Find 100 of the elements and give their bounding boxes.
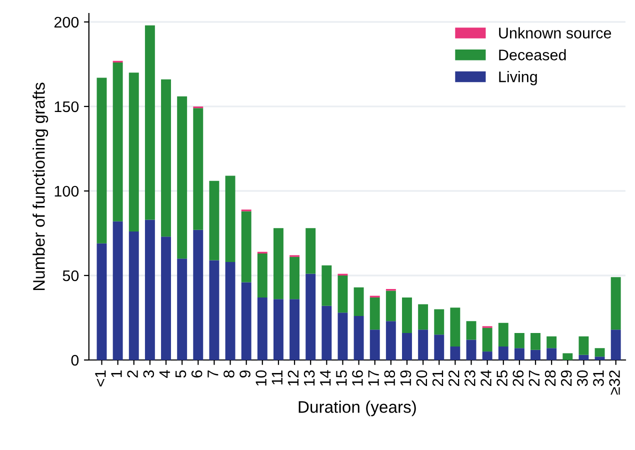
- bar: [530, 332, 540, 350]
- x-tick-label: 11: [272, 370, 282, 384]
- bar: [306, 274, 316, 360]
- x-tick-label: 22: [448, 370, 460, 386]
- bar: [354, 316, 364, 360]
- bar: [306, 228, 316, 274]
- bar: [578, 336, 589, 355]
- x-tick-label: <1: [95, 370, 106, 386]
- bar: [386, 290, 396, 322]
- x-tick-label: 8: [224, 370, 234, 378]
- legend-label: Deceased: [499, 49, 566, 60]
- bar: [257, 297, 268, 360]
- bar: [112, 221, 123, 360]
- bar: [112, 62, 123, 222]
- bar: [402, 332, 412, 360]
- bar: [193, 108, 204, 230]
- x-tick-label: 26: [512, 370, 524, 386]
- y-tick-label: 200: [54, 16, 79, 28]
- bar: [610, 330, 621, 360]
- bar: [209, 180, 220, 260]
- x-tick-label: 21: [432, 370, 444, 386]
- y-tick-label: 100: [54, 186, 79, 197]
- bar: [273, 299, 284, 360]
- bar: [322, 265, 332, 306]
- y-tick-label: 150: [54, 101, 79, 112]
- bar: [482, 352, 492, 360]
- bar: [466, 321, 476, 340]
- bar: [193, 230, 204, 360]
- bar: [96, 243, 107, 360]
- x-tick-label: 10: [256, 370, 267, 386]
- bar: [257, 254, 268, 298]
- bar: [562, 353, 573, 360]
- bar: [578, 354, 589, 360]
- bar: [290, 299, 300, 360]
- y-tick-label: 50: [62, 270, 79, 282]
- x-tick-label: 19: [400, 370, 412, 386]
- x-tick-label: 6: [191, 370, 202, 378]
- x-tick-label: 23: [464, 370, 476, 386]
- x-axis-title: Duration (years): [298, 400, 416, 416]
- bar: [418, 304, 428, 330]
- bar: [450, 346, 460, 360]
- legend-label: Unknown source: [499, 27, 612, 38]
- x-tick-label: 4: [159, 370, 170, 378]
- bar: [434, 334, 444, 360]
- bar: [498, 322, 508, 346]
- x-tick-label: 20: [416, 370, 428, 386]
- bar: [338, 312, 348, 360]
- bar: [161, 79, 171, 237]
- bar: [466, 340, 476, 360]
- bar: [386, 321, 396, 360]
- bar: [402, 297, 412, 333]
- bar: [450, 308, 460, 346]
- x-tick-label: 1: [111, 370, 122, 378]
- bar: [546, 348, 557, 360]
- x-tick-label: ≥32: [609, 370, 620, 395]
- bar: [546, 336, 557, 348]
- bar: [209, 260, 220, 360]
- bar: [594, 356, 605, 360]
- bar: [370, 297, 380, 330]
- bar: [225, 262, 236, 360]
- bar: [434, 309, 444, 335]
- bar: [498, 346, 508, 360]
- y-tick-label: 0: [71, 354, 79, 366]
- bar: [128, 232, 139, 360]
- x-tick-label: 16: [352, 370, 363, 386]
- bar: [354, 287, 364, 316]
- bar: [144, 25, 155, 220]
- x-tick-label: 5: [176, 370, 186, 378]
- bar: [418, 330, 428, 360]
- bar: [225, 176, 236, 262]
- bar: [514, 348, 524, 360]
- legend-label: Living: [499, 71, 537, 86]
- bar: [144, 220, 155, 360]
- x-tick-label: 15: [336, 370, 347, 386]
- bar: [177, 96, 188, 259]
- x-tick-label: 12: [288, 370, 298, 386]
- bar: [530, 350, 540, 360]
- bar: [290, 256, 300, 300]
- bar: [370, 330, 380, 360]
- x-tick-label: 24: [480, 370, 492, 386]
- x-tick-label: 13: [304, 370, 315, 386]
- bar: [514, 332, 524, 348]
- bar: [241, 211, 252, 282]
- x-tick-label: 7: [208, 370, 218, 378]
- x-tick-label: 29: [560, 370, 572, 386]
- bar: [482, 328, 492, 352]
- x-tick-label: 17: [368, 370, 379, 386]
- bar: [128, 72, 139, 232]
- x-tick-label: 2: [127, 370, 138, 378]
- bar: [322, 306, 332, 360]
- bar: [177, 258, 188, 360]
- bar: [96, 78, 107, 244]
- x-tick-label: 30: [576, 370, 588, 386]
- bar: [273, 228, 284, 300]
- x-tick-label: 14: [320, 370, 331, 386]
- x-tick-label: 27: [528, 370, 540, 386]
- x-tick-label: 18: [384, 370, 396, 386]
- x-tick-label: 31: [593, 370, 604, 386]
- bar: [241, 282, 252, 360]
- x-tick-label: 25: [496, 370, 508, 386]
